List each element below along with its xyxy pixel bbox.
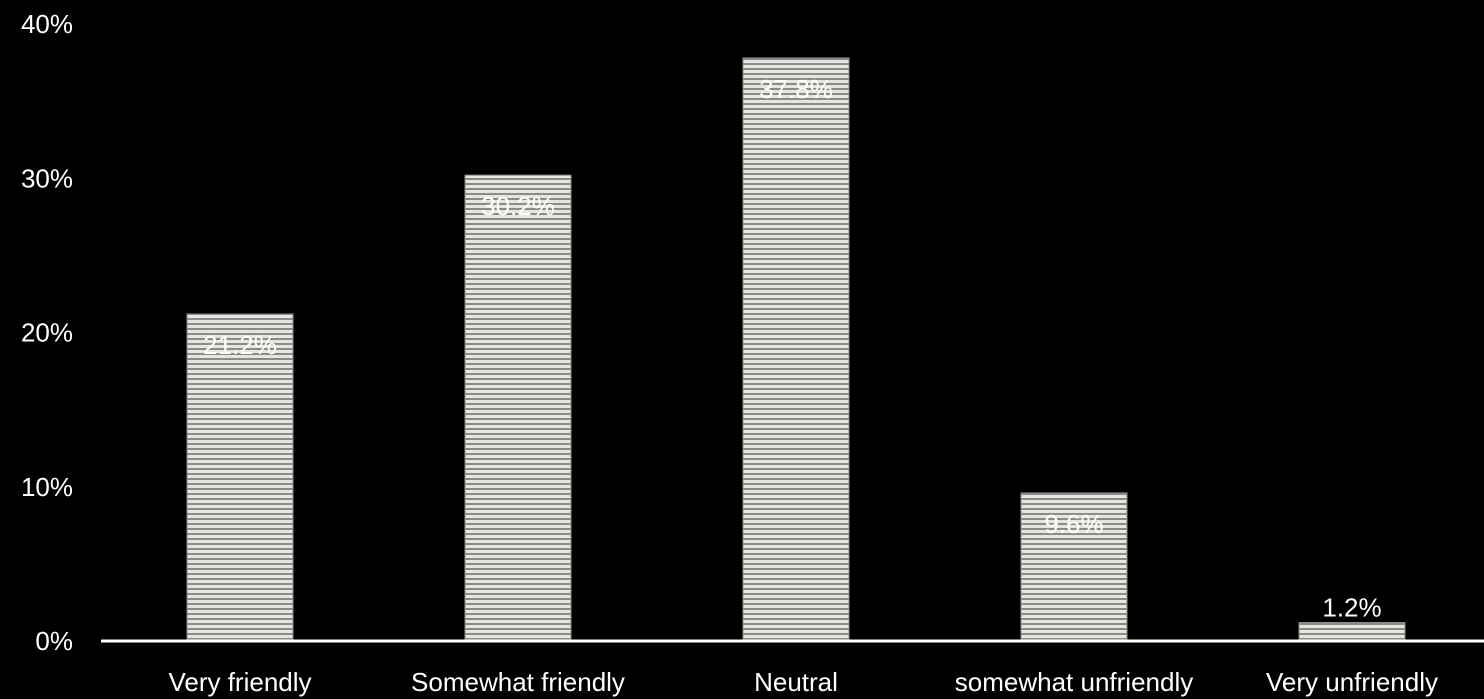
category-label: Very unfriendly <box>1266 667 1438 697</box>
bar <box>186 313 294 642</box>
data-label: 37.8% <box>759 74 833 104</box>
bar <box>464 174 572 642</box>
bar <box>1298 621 1406 642</box>
bar <box>742 57 850 642</box>
bars <box>186 57 1406 642</box>
data-label: 9.6% <box>1044 509 1103 539</box>
category-labels: Very friendly Somewhat friendly Neutral som… <box>168 667 1438 697</box>
y-tick-label: 10% <box>21 472 73 502</box>
data-label: 1.2% <box>1322 592 1381 622</box>
y-axis-ticks: 0% 10% 20% 30% 40% <box>21 9 73 656</box>
y-tick-label: 30% <box>21 163 73 193</box>
data-label: 21.2% <box>203 330 277 360</box>
category-label: Very friendly <box>168 667 311 697</box>
y-tick-label: 0% <box>35 626 73 656</box>
y-tick-label: 40% <box>21 9 73 39</box>
data-label: 30.2% <box>481 191 555 221</box>
y-tick-label: 20% <box>21 318 73 348</box>
bar <box>1020 492 1128 642</box>
category-label: somewhat unfriendly <box>955 667 1193 697</box>
category-label: Neutral <box>754 667 838 697</box>
category-label: Somewhat friendly <box>411 667 625 697</box>
data-labels: 21.2% 30.2% 37.8% 9.6% 1.2% <box>203 74 1382 623</box>
